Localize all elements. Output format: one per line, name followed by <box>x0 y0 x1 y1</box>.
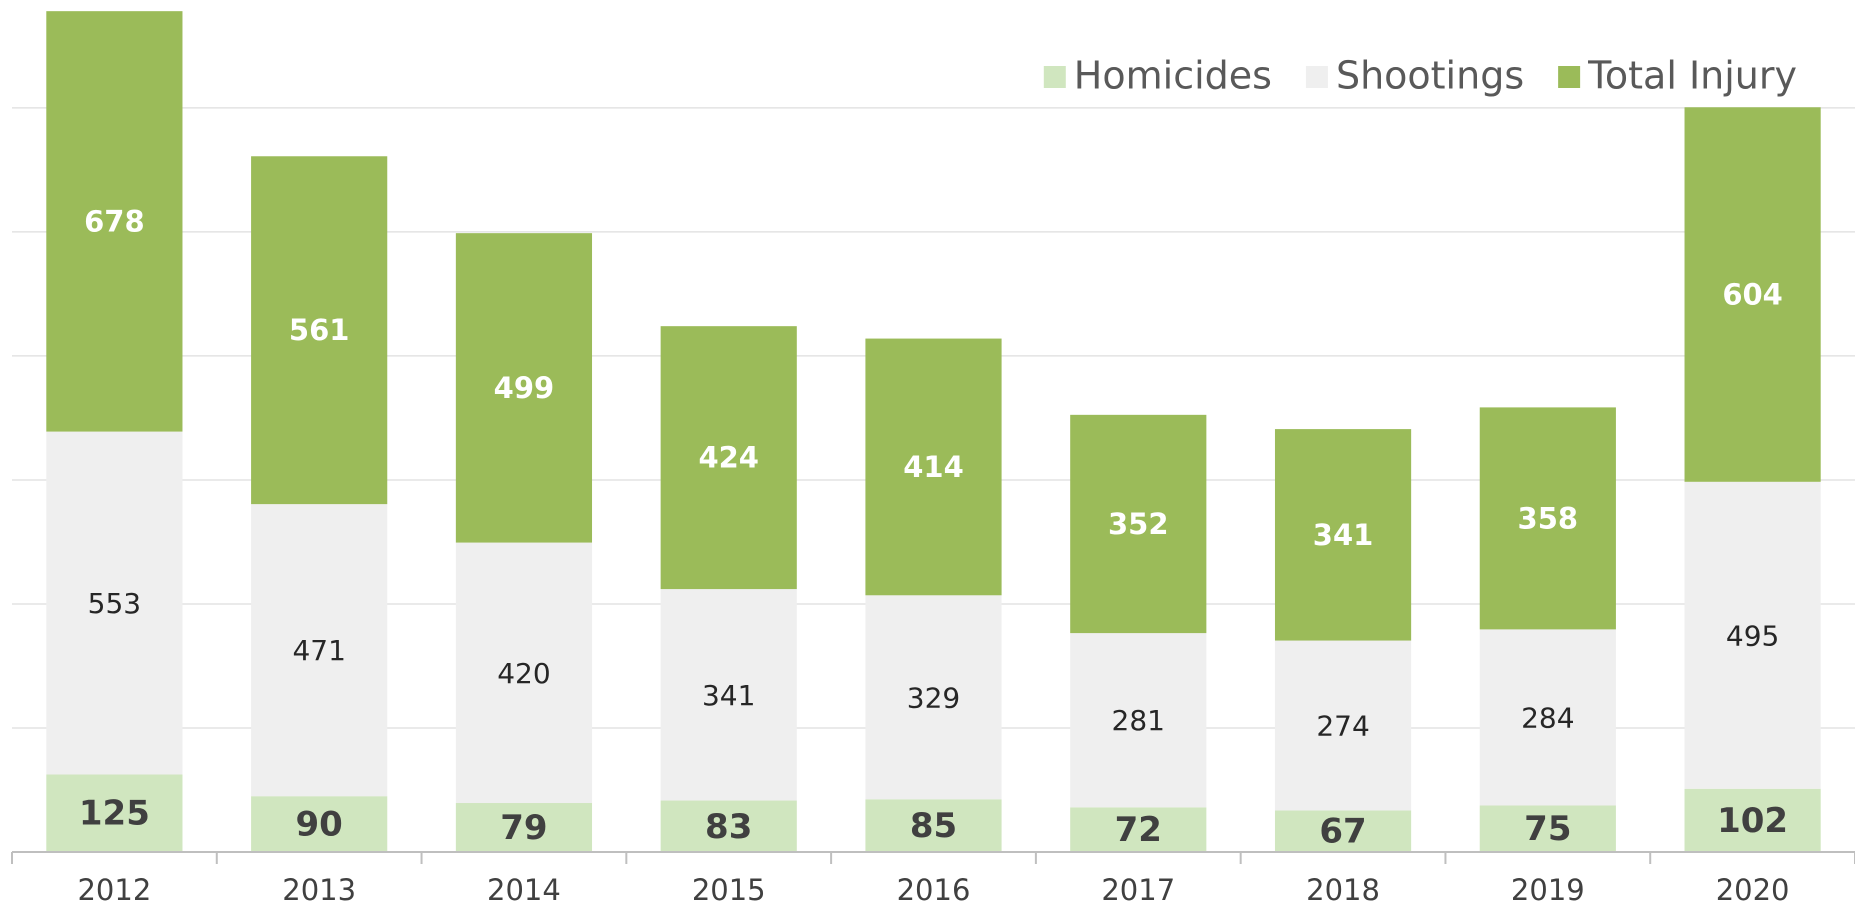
legend-label: Shootings <box>1336 54 1524 98</box>
data-label: 424 <box>698 441 759 475</box>
legend-label: Homicides <box>1074 54 1272 98</box>
bar-segment <box>251 504 388 797</box>
data-label: 90 <box>296 805 343 845</box>
bar-segment <box>455 542 593 804</box>
legend-swatch <box>1305 66 1328 88</box>
data-label: 281 <box>1112 704 1165 737</box>
bar-segment <box>1070 633 1207 808</box>
bar-segment <box>1274 810 1412 852</box>
data-label: 72 <box>1115 810 1162 850</box>
bar-segment <box>1479 629 1616 806</box>
data-label: 329 <box>907 681 960 714</box>
bar-segment <box>251 156 388 505</box>
bar-segment <box>455 803 593 852</box>
data-label: 352 <box>1108 507 1169 541</box>
data-label: 420 <box>497 657 550 690</box>
bar-segment <box>660 326 797 590</box>
data-label: 85 <box>910 806 957 846</box>
data-label: 499 <box>494 371 555 405</box>
x-tick-label: 2017 <box>1101 873 1175 907</box>
x-tick-label: 2020 <box>1716 873 1790 907</box>
x-tick-label: 2018 <box>1306 873 1380 907</box>
data-label: 678 <box>84 204 145 238</box>
bar-segment <box>865 799 1002 852</box>
bar-segment <box>455 233 593 543</box>
bar-segment <box>1684 788 1821 852</box>
bar-segment <box>865 338 1002 596</box>
bar-segment <box>1684 107 1821 482</box>
legend-label: Total Injury <box>1587 54 1797 98</box>
x-tick-label: 2013 <box>282 873 356 907</box>
bar-segment <box>1684 481 1821 789</box>
bar-segment <box>865 595 1002 800</box>
data-label: 102 <box>1717 801 1788 841</box>
data-label: 553 <box>88 587 141 620</box>
bar-segment <box>1479 805 1616 852</box>
data-label: 125 <box>79 794 150 834</box>
data-label: 471 <box>292 634 345 667</box>
data-label: 341 <box>1313 518 1374 552</box>
legend-swatch <box>1558 66 1581 88</box>
data-label: 75 <box>1524 809 1571 849</box>
x-tick-label: 2015 <box>692 873 766 907</box>
data-label: 274 <box>1316 710 1369 743</box>
bar-segment <box>251 796 388 852</box>
data-label: 284 <box>1521 701 1574 734</box>
data-label: 83 <box>705 807 752 847</box>
bar-segment <box>1274 429 1412 641</box>
bar-segment <box>46 11 183 432</box>
bar-segment <box>1070 414 1207 634</box>
bar-segment <box>46 774 183 852</box>
bar-segment <box>1274 640 1412 811</box>
data-label: 495 <box>1726 619 1779 652</box>
x-tick-label: 2012 <box>77 873 151 907</box>
x-tick-label: 2019 <box>1511 873 1585 907</box>
data-label: 604 <box>1722 278 1783 312</box>
x-tick-label: 2016 <box>897 873 971 907</box>
data-label: 67 <box>1319 812 1366 852</box>
data-label: 358 <box>1518 501 1579 535</box>
data-label: 341 <box>702 679 755 712</box>
bar-segment <box>1070 807 1207 852</box>
bar-segment <box>1479 407 1616 630</box>
x-tick-label: 2014 <box>487 873 561 907</box>
data-label: 79 <box>500 808 547 848</box>
bar-segment <box>660 589 797 801</box>
bar-segment <box>660 800 797 852</box>
data-label: 561 <box>289 313 350 347</box>
legend-swatch <box>1043 66 1066 88</box>
bar-segment <box>46 431 183 775</box>
data-label: 414 <box>903 450 964 484</box>
